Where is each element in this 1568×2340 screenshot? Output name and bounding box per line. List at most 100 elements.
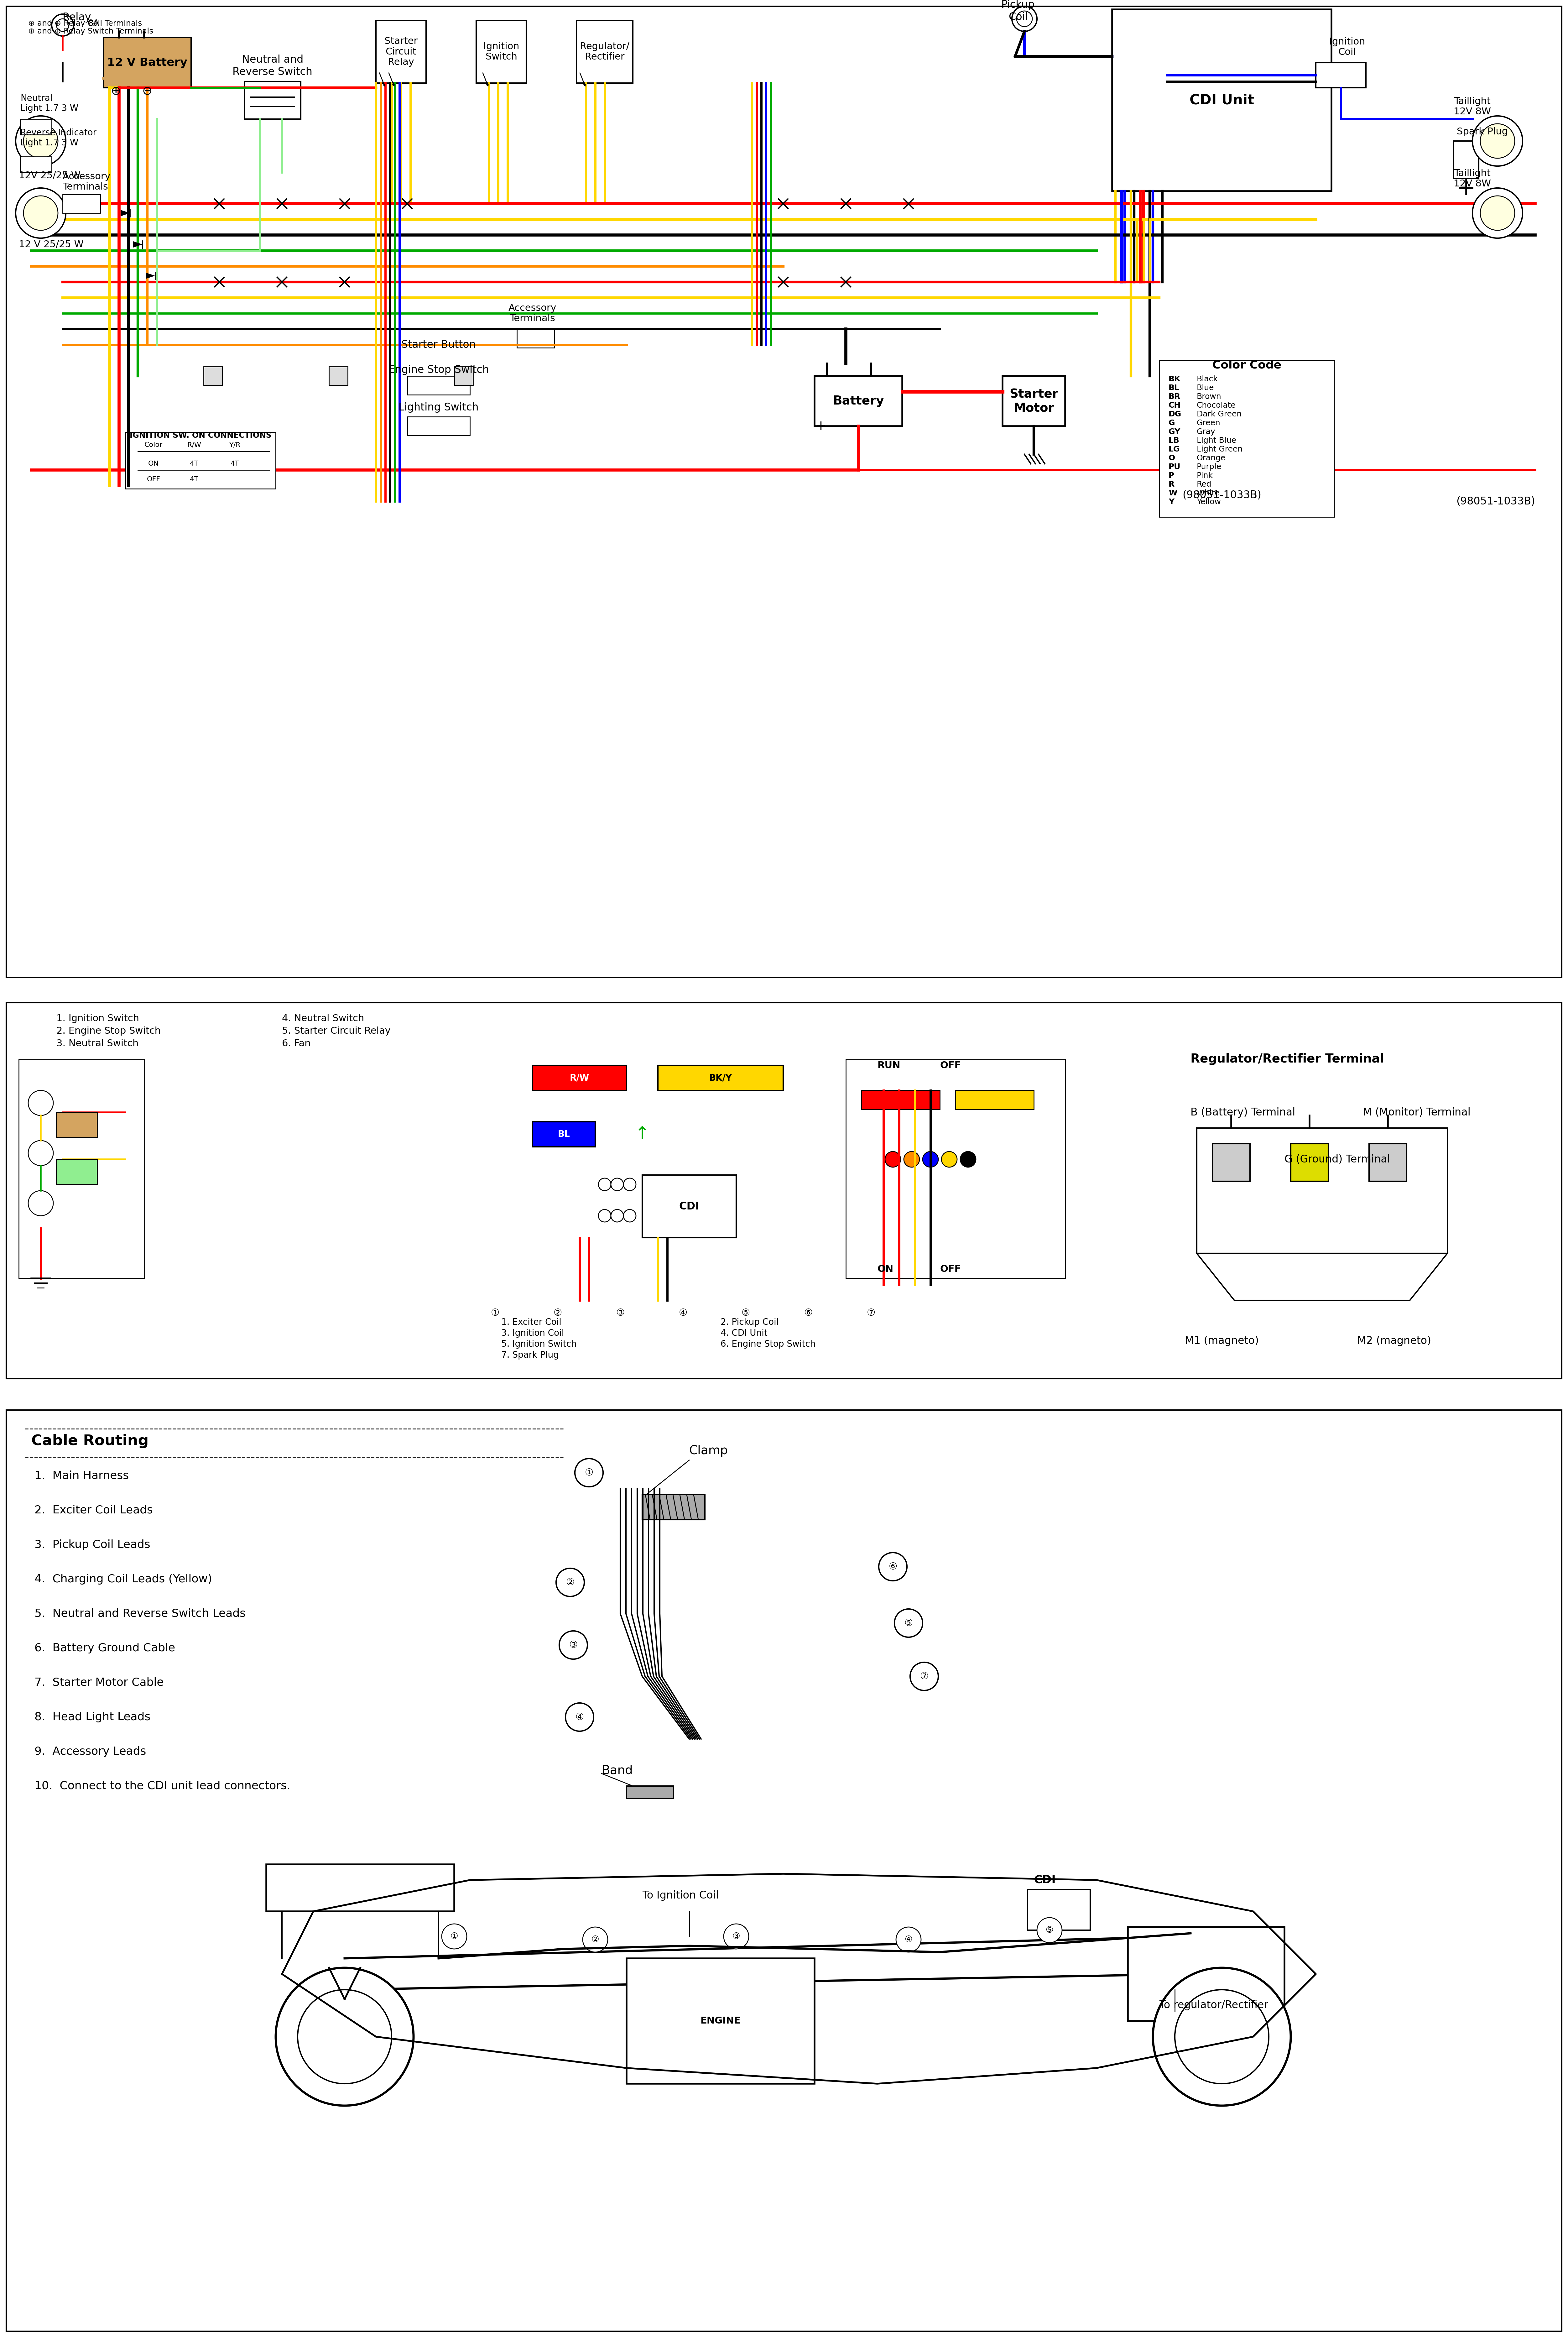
Text: LB: LB — [1168, 438, 1179, 445]
Text: ①: ① — [450, 1933, 458, 1940]
Bar — [56, 1111, 97, 1137]
Text: Battery: Battery — [833, 395, 884, 407]
Bar — [20, 157, 52, 173]
Text: 8A: 8A — [88, 19, 99, 28]
Bar — [1127, 1928, 1284, 2022]
Bar — [20, 119, 52, 136]
Text: Yellow: Yellow — [1196, 498, 1221, 505]
Text: Accessory
Terminals: Accessory Terminals — [63, 171, 111, 192]
Text: Neutral and
Reverse Switch: Neutral and Reverse Switch — [232, 54, 312, 77]
Bar — [627, 1959, 814, 2083]
Circle shape — [884, 1151, 900, 1168]
Text: G (Ground) Terminal: G (Ground) Terminal — [1284, 1154, 1391, 1165]
Bar — [643, 1495, 706, 1519]
Text: LG: LG — [1168, 445, 1181, 454]
Bar — [204, 367, 223, 386]
Circle shape — [28, 1191, 53, 1217]
Bar — [408, 417, 470, 435]
Text: Pink: Pink — [1196, 473, 1214, 480]
Text: R: R — [1168, 480, 1174, 489]
Text: M1 (magneto): M1 (magneto) — [1185, 1336, 1259, 1346]
Circle shape — [941, 1151, 956, 1168]
Text: Y/R: Y/R — [229, 442, 241, 447]
Circle shape — [624, 1210, 637, 1221]
Text: Taillight
12V 8W: Taillight 12V 8W — [1454, 96, 1491, 117]
Text: B (Battery) Terminal: B (Battery) Terminal — [1190, 1107, 1295, 1119]
Text: 12 V Battery: 12 V Battery — [107, 59, 187, 68]
Text: Clamp: Clamp — [690, 1444, 728, 1458]
Text: ①: ① — [585, 1467, 593, 1477]
Circle shape — [909, 1661, 938, 1689]
Bar — [533, 1121, 596, 1147]
Text: Green: Green — [1196, 419, 1220, 426]
Text: Regulator/Rectifier Terminal: Regulator/Rectifier Terminal — [1190, 1053, 1385, 1065]
Bar — [643, 1175, 737, 1238]
Bar — [103, 37, 191, 87]
Circle shape — [599, 1177, 612, 1191]
Text: Starter
Motor: Starter Motor — [1010, 388, 1058, 414]
Bar — [1159, 360, 1334, 517]
Text: W: W — [1168, 489, 1178, 496]
Text: BL: BL — [558, 1130, 571, 1140]
Circle shape — [1011, 7, 1036, 30]
Polygon shape — [121, 211, 130, 215]
Text: Purple: Purple — [1196, 463, 1221, 470]
Text: 12V 25/25 W: 12V 25/25 W — [19, 171, 80, 180]
Circle shape — [1036, 1916, 1062, 1942]
Text: ENGINE: ENGINE — [701, 2017, 740, 2026]
Circle shape — [28, 1140, 53, 1165]
Circle shape — [724, 1923, 750, 1949]
Text: OFF: OFF — [147, 477, 160, 482]
Text: Light Green: Light Green — [1196, 445, 1242, 454]
Text: ②: ② — [566, 1577, 574, 1587]
Text: ⊖: ⊖ — [143, 84, 152, 96]
Text: 7. Spark Plug: 7. Spark Plug — [502, 1350, 558, 1360]
Circle shape — [28, 1090, 53, 1116]
Text: Band: Band — [602, 1764, 633, 1776]
Text: M (Monitor) Terminal: M (Monitor) Terminal — [1363, 1107, 1471, 1119]
Text: M2 (magneto): M2 (magneto) — [1358, 1336, 1432, 1346]
Text: R/W: R/W — [569, 1074, 590, 1083]
Text: Starter
Circuit
Relay: Starter Circuit Relay — [384, 37, 417, 68]
Text: 5. Starter Circuit Relay: 5. Starter Circuit Relay — [282, 1027, 390, 1034]
Circle shape — [442, 1923, 467, 1949]
Circle shape — [1152, 1968, 1290, 2106]
Bar — [1212, 1144, 1250, 1182]
Circle shape — [575, 1458, 604, 1486]
Bar — [659, 1065, 784, 1090]
Circle shape — [24, 197, 58, 229]
Text: ④: ④ — [575, 1713, 583, 1722]
Circle shape — [276, 1968, 414, 2106]
Circle shape — [903, 1151, 919, 1168]
Text: 5. Ignition Switch: 5. Ignition Switch — [502, 1341, 577, 1348]
Text: ⊕: ⊕ — [111, 84, 121, 96]
Text: 4T: 4T — [190, 461, 199, 468]
Bar — [477, 21, 527, 82]
Text: Ignition
Coil: Ignition Coil — [1330, 37, 1366, 56]
Text: ⑤: ⑤ — [742, 1308, 750, 1317]
Bar — [1002, 377, 1065, 426]
Text: ⊕ and ⊕ Relay Switch Terminals: ⊕ and ⊕ Relay Switch Terminals — [28, 28, 154, 35]
Text: CDI: CDI — [679, 1200, 699, 1212]
Text: ③: ③ — [732, 1933, 740, 1940]
Text: ②: ② — [591, 1935, 599, 1945]
Text: ③: ③ — [569, 1640, 577, 1650]
Bar — [814, 377, 902, 426]
Text: 6.  Battery Ground Cable: 6. Battery Ground Cable — [34, 1643, 176, 1654]
Text: Lighting Switch: Lighting Switch — [398, 402, 478, 412]
Text: Ignition
Switch: Ignition Switch — [483, 42, 519, 61]
Text: Taillight
12V 8W: Taillight 12V 8W — [1454, 168, 1491, 190]
Text: BR: BR — [1168, 393, 1181, 400]
Bar — [6, 1411, 1562, 2331]
Text: CH: CH — [1168, 402, 1181, 409]
Text: R/W: R/W — [187, 442, 201, 447]
Text: (98051-1033B): (98051-1033B) — [1457, 496, 1535, 505]
Circle shape — [16, 187, 66, 239]
Bar — [1454, 140, 1479, 178]
Text: +: + — [815, 419, 826, 433]
Text: Color Code: Color Code — [1212, 360, 1281, 370]
Bar — [267, 1865, 455, 1912]
Bar — [6, 1002, 1562, 1378]
Text: 2.  Exciter Coil Leads: 2. Exciter Coil Leads — [34, 1505, 152, 1516]
Circle shape — [624, 1177, 637, 1191]
